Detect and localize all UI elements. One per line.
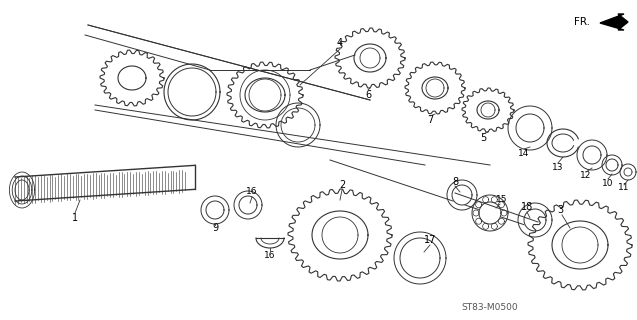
Polygon shape: [606, 159, 618, 171]
Text: 10: 10: [602, 179, 614, 188]
Text: 17: 17: [424, 235, 436, 245]
Polygon shape: [524, 209, 546, 231]
Polygon shape: [206, 201, 224, 219]
Polygon shape: [239, 196, 257, 214]
Polygon shape: [583, 146, 601, 164]
Text: 16: 16: [247, 188, 258, 196]
Text: 14: 14: [519, 148, 530, 157]
Text: 16: 16: [264, 251, 276, 260]
Text: 5: 5: [480, 133, 486, 143]
Text: ST83-M0500: ST83-M0500: [462, 303, 519, 313]
Text: 8: 8: [452, 177, 458, 187]
Polygon shape: [516, 114, 544, 142]
Text: 15: 15: [496, 196, 508, 204]
Polygon shape: [400, 238, 440, 278]
Text: 9: 9: [212, 223, 218, 233]
Text: 18: 18: [521, 202, 533, 212]
Text: 6: 6: [365, 90, 371, 100]
Text: 1: 1: [72, 213, 78, 223]
Polygon shape: [452, 185, 472, 205]
Text: 13: 13: [552, 163, 564, 172]
Text: 2: 2: [339, 180, 345, 190]
Text: 4: 4: [337, 38, 343, 48]
Text: 7: 7: [427, 115, 433, 125]
Text: 3: 3: [557, 205, 563, 215]
Text: FR.: FR.: [574, 17, 590, 27]
Text: 11: 11: [619, 183, 630, 193]
Polygon shape: [479, 202, 501, 224]
Polygon shape: [600, 14, 628, 30]
Text: 12: 12: [580, 172, 592, 180]
